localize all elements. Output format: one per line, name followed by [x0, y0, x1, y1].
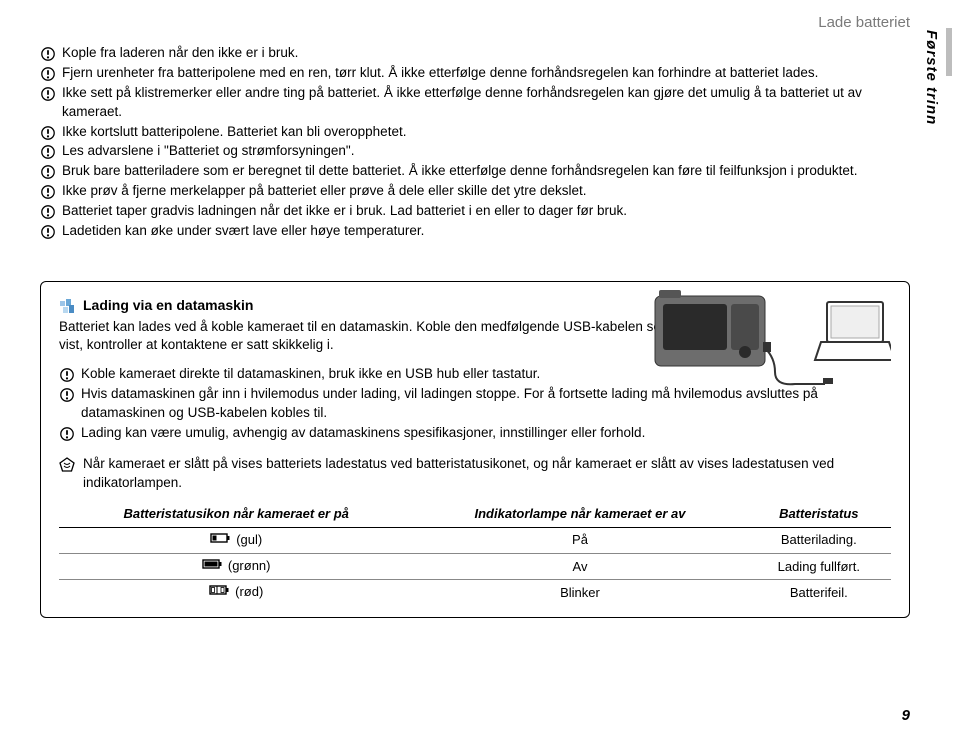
warning-icon	[40, 165, 56, 179]
page-number: 9	[902, 705, 910, 726]
table-header: Batteristatus	[747, 501, 891, 528]
warning-item: Les advarslene i "Batteriet og strømfors…	[40, 142, 910, 161]
box-warning-text: Lading kan være umulig, avhengig av data…	[81, 424, 891, 443]
warning-text: Ikke prøv å fjerne merkelapper på batter…	[62, 182, 910, 201]
table-row: (grønn) AvLading fullført.	[59, 554, 891, 580]
warning-text: Fjern urenheter fra batteripolene med en…	[62, 64, 910, 83]
table-header: Indikatorlampe når kameraet er av	[413, 501, 746, 528]
box-intro: Batteriet kan lades ved å koble kameraet…	[59, 318, 699, 356]
warning-text: Kople fra laderen når den ikke er i bruk…	[62, 44, 910, 63]
box-warning-item: Hvis datamaskinen går inn i hvilemodus u…	[59, 385, 891, 423]
warnings-list: Kople fra laderen når den ikke er i bruk…	[40, 44, 910, 241]
table-cell-status: Batterilading.	[747, 527, 891, 553]
table-cell-status: Batterifeil.	[747, 580, 891, 606]
note-icon	[59, 457, 77, 479]
battery-color-label: (gul)	[236, 532, 262, 547]
box-warning-text: Hvis datamaskinen går inn i hvilemodus u…	[81, 385, 891, 423]
battery-color-label: (grønn)	[228, 558, 271, 573]
warning-text: Les advarslene i "Batteriet og strømfors…	[62, 142, 910, 161]
warning-item: Fjern urenheter fra batteripolene med en…	[40, 64, 910, 83]
side-tab-label: Første trinn	[921, 30, 942, 125]
warning-item: Kople fra laderen når den ikke er i bruk…	[40, 44, 910, 63]
table-cell-lamp: På	[413, 527, 746, 553]
warning-icon	[40, 126, 56, 140]
warning-icon	[59, 388, 75, 402]
battery-color-label: (rød)	[235, 584, 263, 599]
battery-icon	[202, 557, 224, 576]
table-row: (gul) PåBatterilading.	[59, 527, 891, 553]
warning-icon	[40, 87, 56, 101]
warning-text: Ikke sett på klistremerker eller andre t…	[62, 84, 910, 122]
warning-text: Bruk bare batteriladere som er beregnet …	[62, 162, 910, 181]
info-box: Lading via en datamaskin Batteriet kan l…	[40, 281, 910, 618]
warning-icon	[59, 427, 75, 441]
warning-icon	[40, 67, 56, 81]
status-table: Batteristatusikon når kameraet er påIndi…	[59, 501, 891, 606]
table-cell-icon: (rød)	[59, 580, 413, 606]
warning-icon	[40, 185, 56, 199]
usb-diagram	[651, 288, 891, 388]
side-accent-bar	[946, 28, 952, 76]
box-note: Når kameraet er slått på vises batteriet…	[83, 455, 891, 493]
battery-icon	[210, 531, 232, 550]
warning-icon	[40, 145, 56, 159]
warning-icon	[40, 47, 56, 61]
warning-item: Ikke kortslutt batteripolene. Batteriet …	[40, 123, 910, 142]
warning-item: Ikke sett på klistremerker eller andre t…	[40, 84, 910, 122]
table-cell-lamp: Av	[413, 554, 746, 580]
box-warning-text: Koble kameraet direkte til datamaskinen,…	[81, 365, 661, 384]
warning-text: Ladetiden kan øke under svært lave eller…	[62, 222, 910, 241]
table-cell-icon: (gul)	[59, 527, 413, 553]
table-cell-status: Lading fullført.	[747, 554, 891, 580]
warning-icon	[40, 225, 56, 239]
battery-icon	[209, 583, 231, 602]
table-cell-lamp: Blinker	[413, 580, 746, 606]
warning-item: Ladetiden kan øke under svært lave eller…	[40, 222, 910, 241]
warning-item: Batteriet taper gradvis ladningen når de…	[40, 202, 910, 221]
page-header-title: Lade batteriet	[818, 12, 910, 33]
warning-item: Ikke prøv å fjerne merkelapper på batter…	[40, 182, 910, 201]
warning-text: Batteriet taper gradvis ladningen når de…	[62, 202, 910, 221]
box-warning-item: Lading kan være umulig, avhengig av data…	[59, 424, 891, 443]
box-title-icon	[59, 298, 77, 314]
warning-icon	[59, 368, 75, 382]
warning-item: Bruk bare batteriladere som er beregnet …	[40, 162, 910, 181]
table-cell-icon: (grønn)	[59, 554, 413, 580]
table-row: (rød) BlinkerBatterifeil.	[59, 580, 891, 606]
box-title: Lading via en datamaskin	[83, 296, 253, 316]
warning-icon	[40, 205, 56, 219]
warning-text: Ikke kortslutt batteripolene. Batteriet …	[62, 123, 910, 142]
table-header: Batteristatusikon når kameraet er på	[59, 501, 413, 528]
